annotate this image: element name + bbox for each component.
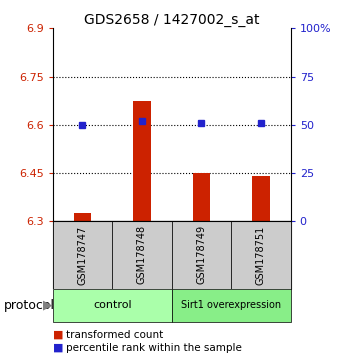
Bar [252,176,270,221]
Title: GDS2658 / 1427002_s_at: GDS2658 / 1427002_s_at [84,13,259,27]
Bar [133,101,151,221]
FancyBboxPatch shape [112,221,172,289]
Bar [192,173,210,221]
Text: GSM178748: GSM178748 [137,225,147,285]
Text: percentile rank within the sample: percentile rank within the sample [66,343,242,353]
Text: ▶: ▶ [42,299,52,312]
FancyBboxPatch shape [53,221,112,289]
Text: GSM178751: GSM178751 [256,225,266,285]
Text: ■: ■ [53,330,63,339]
Text: GSM178747: GSM178747 [78,225,87,285]
FancyBboxPatch shape [53,289,172,322]
Text: ■: ■ [53,343,63,353]
Bar [73,213,91,221]
FancyBboxPatch shape [172,221,231,289]
Text: Sirt1 overexpression: Sirt1 overexpression [181,300,281,310]
FancyBboxPatch shape [231,221,291,289]
Text: transformed count: transformed count [66,330,164,339]
FancyBboxPatch shape [172,289,291,322]
Text: protocol: protocol [3,299,54,312]
Text: control: control [93,300,132,310]
Text: GSM178749: GSM178749 [197,225,206,285]
